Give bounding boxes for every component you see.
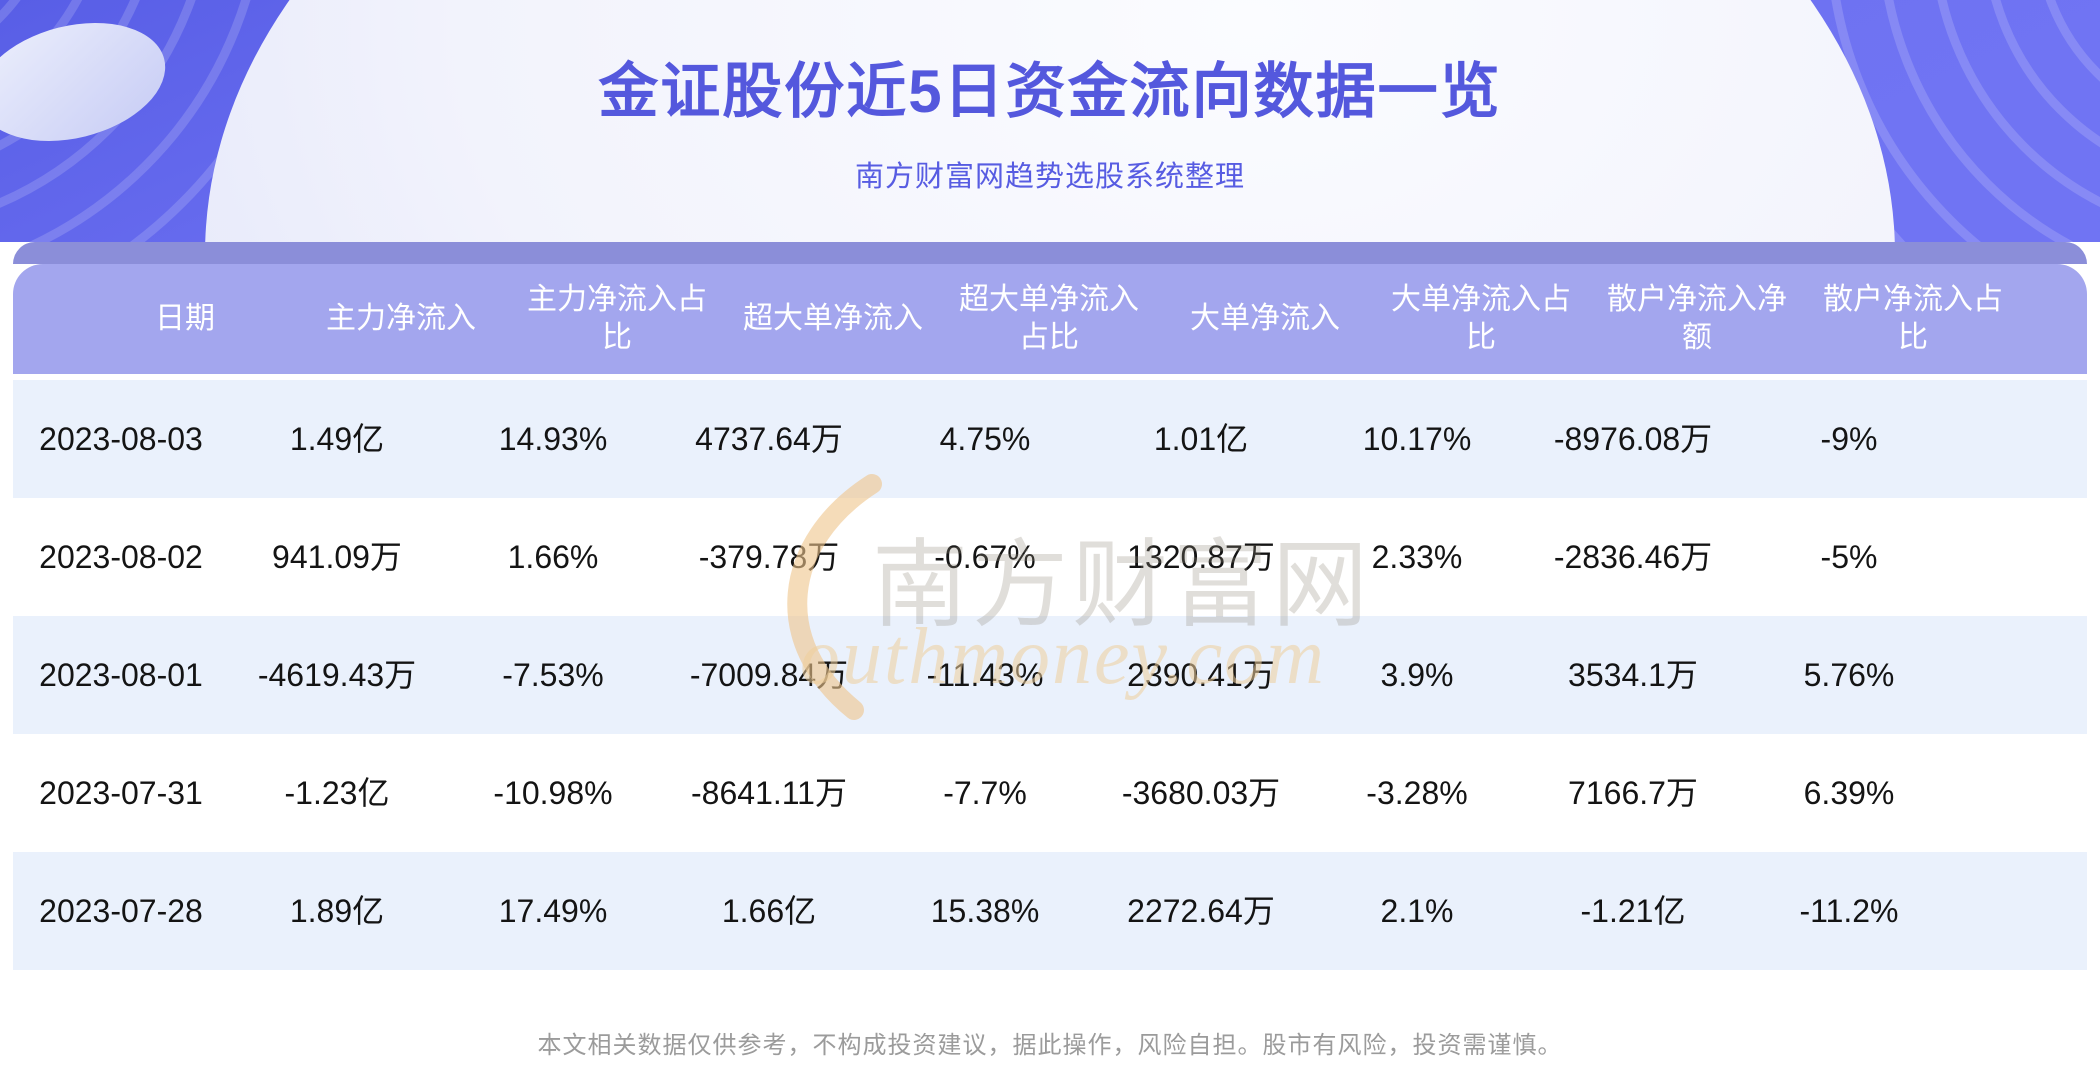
column-header-label: 主力净流入占比 — [527, 283, 707, 354]
table-body: 2023-08-03 1.49亿 14.93% 4737.64万 4.75% 1.01亿 1… — [13, 380, 2087, 970]
value-cell: 7166.7万 — [1568, 775, 1698, 811]
value-cell: -5% — [1820, 539, 1878, 575]
column-header: 日期 — [155, 300, 215, 338]
date-cell: 2023-07-31 — [39, 775, 203, 811]
date-cell: 2023-08-01 — [39, 657, 203, 693]
value-cell: -7.53% — [502, 657, 604, 693]
column-header-label: 主力净流入 — [326, 302, 476, 335]
table-header-row: 日期 主力净流入 主力净流入占比 超大单净流入 超大单净流入占比 大单净流入 大单净流入占比… — [77, 264, 2021, 374]
value-cell: -10.98% — [493, 775, 613, 811]
column-header: 大单净流入占比 — [1386, 281, 1576, 357]
value-cell: -0.67% — [934, 539, 1036, 575]
value-cell: -7009.84万 — [689, 657, 849, 693]
column-header-label: 超大单净流入 — [743, 302, 923, 335]
column-header: 主力净流入占比 — [522, 281, 712, 357]
date-cell: 2023-08-02 — [39, 539, 203, 575]
value-cell: 941.09万 — [272, 539, 402, 575]
page-subtitle: 南方财富网趋势选股系统整理 — [854, 161, 1245, 193]
value-cell: -1.23亿 — [284, 775, 390, 811]
table-row: 2023-07-28 1.89亿 17.49% 1.66亿 15.38% 2272.64万… — [13, 852, 2087, 970]
column-header: 大单净流入 — [1190, 300, 1340, 338]
column-header-label: 大单净流入占比 — [1391, 283, 1571, 354]
value-cell: -8976.08万 — [1553, 421, 1713, 457]
value-cell: 2272.64万 — [1127, 893, 1275, 929]
table-row: 2023-07-31 -1.23亿 -10.98% -8641.11万 -7.7% -36… — [13, 734, 2087, 852]
value-cell: -3.28% — [1366, 775, 1468, 811]
value-cell: 14.93% — [498, 421, 608, 457]
table-header: 日期 主力净流入 主力净流入占比 超大单净流入 超大单净流入占比 大单净流入 大单净流入占比… — [13, 264, 2087, 374]
value-cell: 4.75% — [939, 421, 1031, 457]
value-cell: 1320.87万 — [1127, 539, 1275, 575]
value-cell: 1.66% — [507, 539, 599, 575]
column-header-label: 大单净流入 — [1190, 302, 1340, 335]
value-cell: 2.33% — [1371, 539, 1463, 575]
banner: 金证股份近5日资金流向数据一览 南方财富网趋势选股系统整理 — [0, 0, 2100, 242]
value-cell: 3534.1万 — [1568, 657, 1698, 693]
value-cell: 5.76% — [1803, 657, 1895, 693]
value-cell: -7.7% — [943, 775, 1027, 811]
footer-disclaimer: 本文相关数据仅供参考，不构成投资建议，据此操作，风险自担。股市有风险，投资需谨慎… — [537, 1032, 1563, 1059]
column-header: 散户净流入占比 — [1818, 281, 2008, 357]
value-cell: -11.2% — [1799, 893, 1899, 929]
column-header: 超大单净流入占比 — [954, 281, 1144, 357]
value-cell: -379.78万 — [698, 539, 840, 575]
table-row: 2023-08-02 941.09万 1.66% -379.78万 -0.67% 1320… — [13, 498, 2087, 616]
column-header: 超大单净流入 — [743, 300, 923, 338]
column-header: 主力净流入 — [326, 300, 476, 338]
value-cell: -11.43% — [926, 657, 1044, 693]
column-header-label: 日期 — [155, 302, 215, 335]
value-cell: 2390.41万 — [1127, 657, 1275, 693]
value-cell: -9% — [1820, 421, 1878, 457]
value-cell: 1.89亿 — [289, 893, 385, 929]
value-cell: -3680.03万 — [1121, 775, 1281, 811]
value-cell: 4737.64万 — [695, 421, 843, 457]
banner-rings-art — [0, 0, 2100, 242]
value-cell: 1.01亿 — [1153, 421, 1249, 457]
value-cell: 2.1% — [1380, 893, 1454, 929]
column-header: 散户净流入净额 — [1602, 281, 1792, 357]
value-cell: 17.49% — [498, 893, 608, 929]
column-header-label: 散户净流入净额 — [1607, 283, 1787, 354]
value-cell: -1.21亿 — [1580, 893, 1686, 929]
value-cell: 10.17% — [1362, 421, 1472, 457]
value-cell: 3.9% — [1380, 657, 1454, 693]
page-title: 金证股份近5日资金流向数据一览 — [598, 58, 1502, 125]
value-cell: -2836.46万 — [1553, 539, 1713, 575]
table-row: 2023-08-03 1.49亿 14.93% 4737.64万 4.75% 1.01亿 1… — [13, 380, 2087, 498]
table-row: 2023-08-01 -4619.43万 -7.53% -7009.84万 -11.43… — [13, 616, 2087, 734]
date-cell: 2023-07-28 — [39, 893, 203, 929]
value-cell: 1.66亿 — [721, 893, 817, 929]
date-cell: 2023-08-03 — [39, 421, 203, 457]
value-cell: -4619.43万 — [257, 657, 417, 693]
value-cell: 1.49亿 — [289, 421, 385, 457]
value-cell: 6.39% — [1803, 775, 1895, 811]
value-cell: 15.38% — [930, 893, 1040, 929]
value-cell: -8641.11万 — [691, 775, 847, 811]
column-header-label: 散户净流入占比 — [1823, 283, 2003, 354]
table-card-back-layer — [13, 242, 2087, 264]
column-header-label: 超大单净流入占比 — [959, 283, 1139, 354]
